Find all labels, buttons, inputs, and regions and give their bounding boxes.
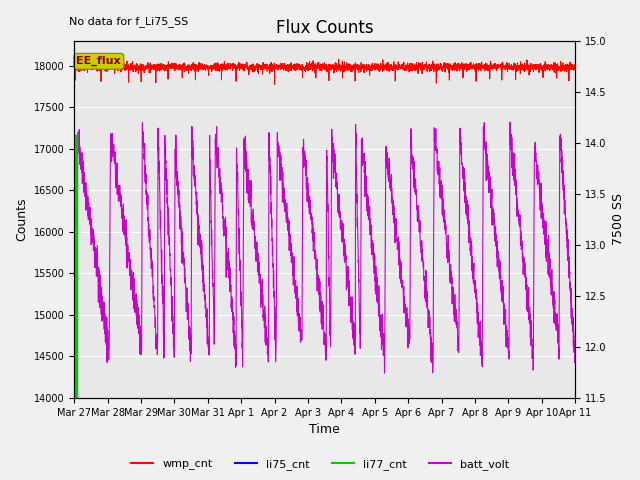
Legend: wmp_cnt, li75_cnt, li77_cnt, batt_volt: wmp_cnt, li75_cnt, li77_cnt, batt_volt bbox=[127, 455, 513, 474]
Text: EE_flux: EE_flux bbox=[77, 56, 121, 66]
Title: Flux Counts: Flux Counts bbox=[276, 19, 373, 36]
Y-axis label: 7500 SS: 7500 SS bbox=[612, 193, 625, 245]
Text: No data for f_Li75_SS: No data for f_Li75_SS bbox=[69, 16, 188, 27]
Y-axis label: Counts: Counts bbox=[15, 198, 28, 241]
X-axis label: Time: Time bbox=[309, 423, 340, 436]
